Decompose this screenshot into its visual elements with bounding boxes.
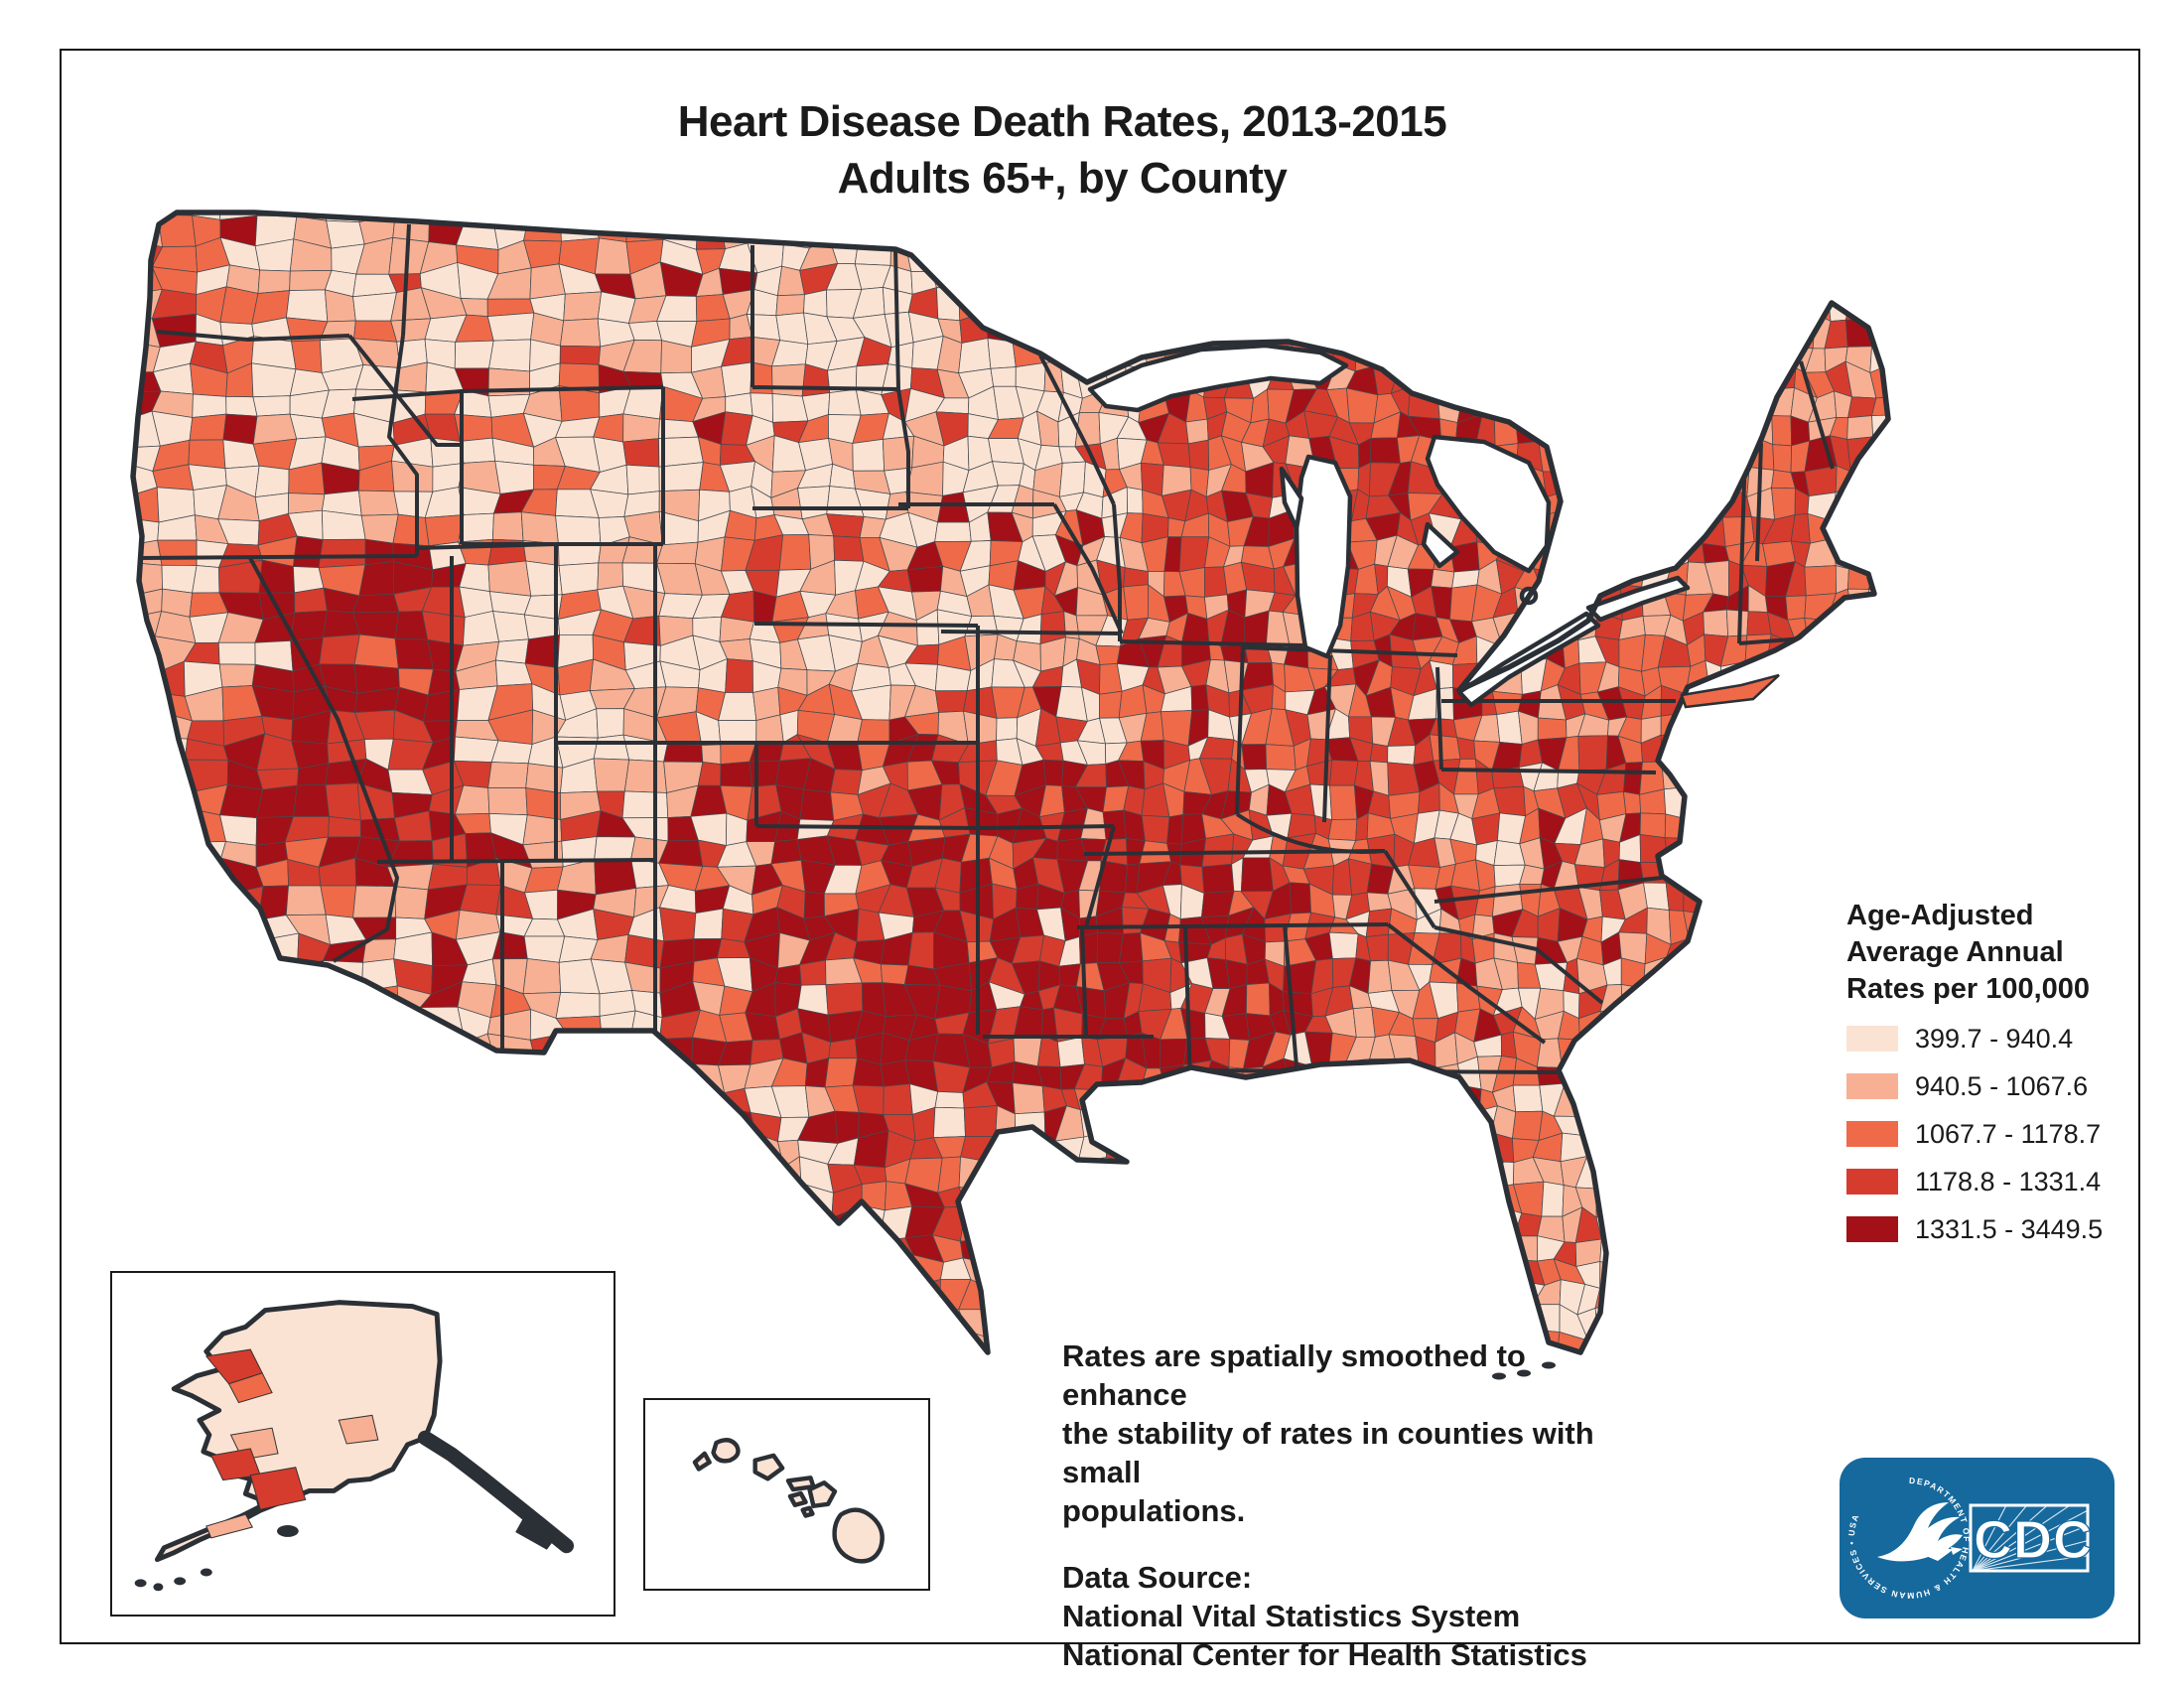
florida-keys — [1492, 1372, 1506, 1380]
cdc-wordmark: CDC — [1969, 1503, 2093, 1573]
lanai-island — [787, 1490, 808, 1507]
legend-row: 1067.7 - 1178.7 — [1846, 1118, 2174, 1149]
map-title-line2: Adults 65+, by County — [837, 154, 1288, 203]
legend: Age-Adjusted Average Annual Rates per 10… — [1846, 898, 2174, 1264]
legend-swatch-class5 — [1846, 1216, 1898, 1242]
page-border — [60, 49, 2140, 1644]
cdc-hhs-logo: DEPARTMENT OF HEALTH & HUMAN SERVICES • … — [1840, 1458, 2115, 1618]
legend-title-line: Age-Adjusted — [1846, 900, 2034, 931]
alaska-county-orange — [227, 1372, 273, 1404]
smoothing-note-line: the stability of rates in counties with … — [1062, 1416, 1594, 1489]
data-source-heading: Data Source: — [1062, 1560, 1253, 1595]
alaska-county-salmon — [205, 1513, 254, 1539]
long-island — [1680, 673, 1780, 709]
alaska-inset — [110, 1271, 615, 1617]
kodiak-island — [277, 1525, 299, 1537]
alaska-map — [134, 1300, 575, 1592]
legend-label: 1067.7 - 1178.7 — [1915, 1118, 2102, 1149]
legend-label: 1331.5 - 3449.5 — [1915, 1213, 2104, 1244]
us-outline — [130, 210, 1891, 1355]
data-source-line: National Vital Statistics System — [1062, 1599, 1521, 1633]
aleutian-island — [200, 1568, 212, 1577]
maui-island — [807, 1480, 838, 1508]
legend-title-line: Rates per 100,000 — [1846, 973, 2091, 1005]
data-source-line: National Center for Health Statistics — [1062, 1637, 1587, 1672]
aleutian-island — [153, 1583, 164, 1592]
cdc-text: CDC — [1974, 1510, 2093, 1570]
legend-title: Age-Adjusted Average Annual Rates per 10… — [1846, 898, 2174, 1008]
legend-swatch-class3 — [1846, 1121, 1898, 1147]
hawaii-inset — [643, 1398, 930, 1591]
oahu-island — [752, 1453, 785, 1481]
legend-title-line: Average Annual — [1846, 936, 2064, 968]
kahoolawe-island — [800, 1505, 815, 1518]
hawaii-map — [692, 1438, 885, 1564]
legend-swatch-class4 — [1846, 1169, 1898, 1195]
niihau-island — [692, 1451, 712, 1472]
aleutian-island — [134, 1579, 147, 1588]
legend-label: 1178.8 - 1331.4 — [1915, 1166, 2102, 1196]
legend-row: 399.7 - 940.4 — [1846, 1023, 2174, 1054]
florida-keys — [1517, 1369, 1531, 1377]
map-title: Heart Disease Death Rates, 2013-2015 Adu… — [0, 93, 2124, 207]
legend-swatch-class2 — [1846, 1073, 1898, 1099]
legend-row: 1178.8 - 1331.4 — [1846, 1166, 2174, 1196]
legend-items: 399.7 - 940.4 940.5 - 1067.6 1067.7 - 11… — [1846, 1023, 2174, 1244]
legend-label: 399.7 - 940.4 — [1915, 1023, 2074, 1054]
aleutian-island — [174, 1577, 187, 1586]
florida-keys — [1542, 1361, 1556, 1369]
alaska-county-salmon — [338, 1414, 379, 1445]
kauai-island — [711, 1438, 741, 1464]
legend-swatch-class1 — [1846, 1026, 1898, 1052]
legend-label: 940.5 - 1067.6 — [1915, 1070, 2089, 1101]
legend-row: 940.5 - 1067.6 — [1846, 1070, 2174, 1101]
legend-row: 1331.5 - 3449.5 — [1846, 1213, 2174, 1244]
smoothing-note-line: populations. — [1062, 1493, 1246, 1528]
smoothing-note-line: Rates are spatially smoothed to enhance — [1062, 1338, 1526, 1412]
alaska-panhandle-blob — [515, 1514, 559, 1550]
hawaii-big-island — [832, 1507, 885, 1564]
notes-block: Rates are spatially smoothed to enhance … — [1062, 1336, 1618, 1674]
map-title-line1: Heart Disease Death Rates, 2013-2015 — [677, 97, 1447, 146]
cdc-logo-background — [1840, 1458, 2115, 1618]
alaska-mainland — [154, 1300, 443, 1563]
alaska-county-red — [249, 1467, 307, 1510]
